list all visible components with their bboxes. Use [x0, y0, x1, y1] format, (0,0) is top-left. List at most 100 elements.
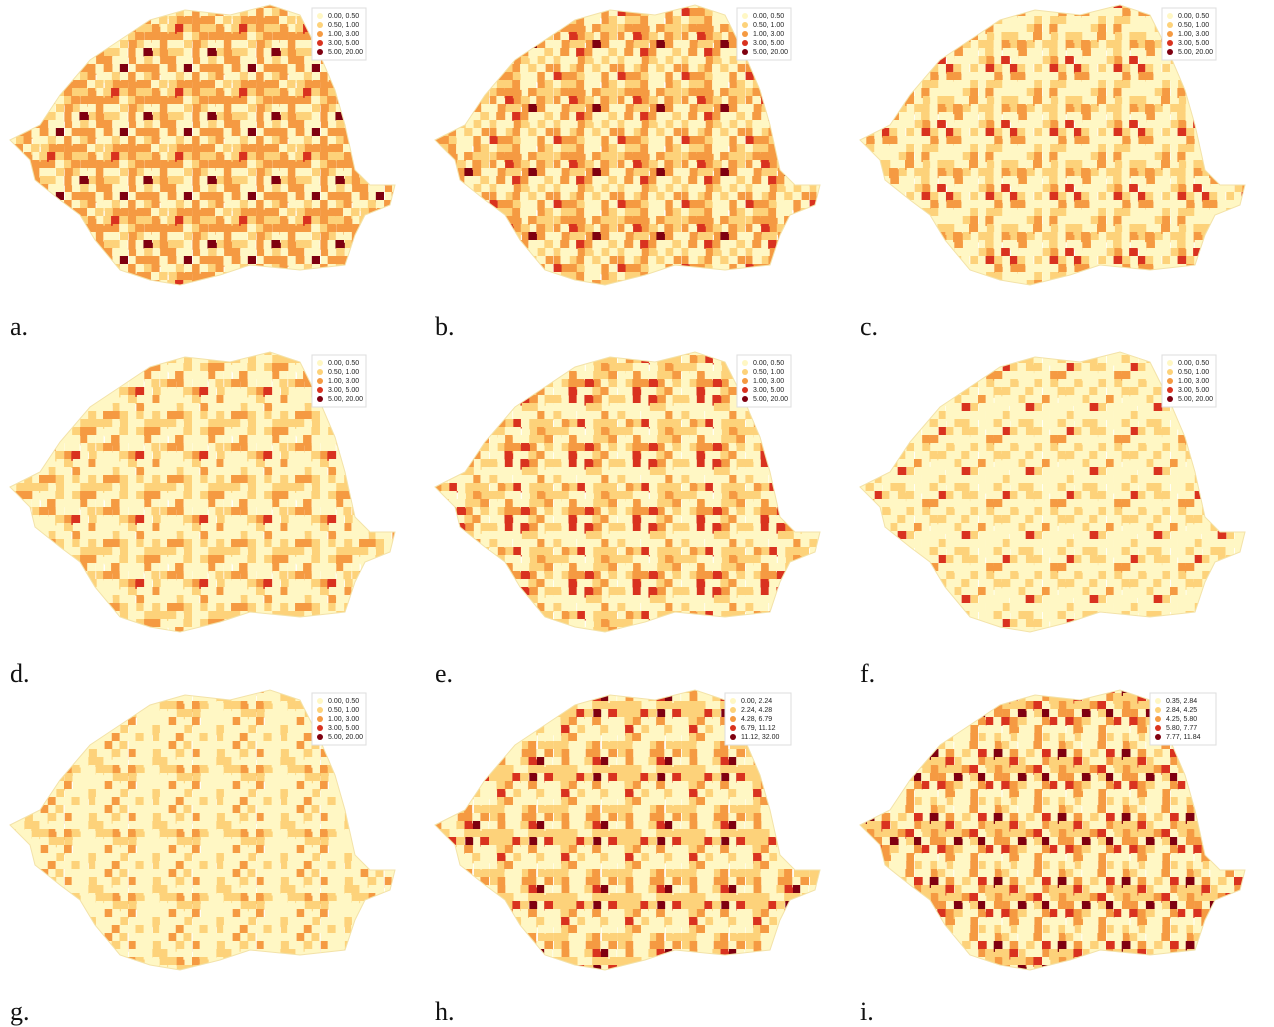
legend-label: 5.00, 20.00 [328, 734, 363, 741]
legend-label: 1.00, 3.00 [328, 31, 359, 38]
legend-marker [742, 22, 748, 28]
panel-label: h. [435, 997, 455, 1026]
legend-label: 3.00, 5.00 [753, 40, 784, 47]
legend-marker [1167, 360, 1173, 366]
legend-marker [317, 725, 323, 731]
legend-label: 1.00, 3.00 [753, 378, 784, 385]
legend-label: 0.50, 1.00 [1178, 369, 1209, 376]
panel: h.0.00, 2.242.24, 4.284.28, 6.796.79, 11… [435, 690, 820, 1026]
legend-label: 0.00, 0.50 [1178, 360, 1209, 367]
legend-label: 5.00, 20.00 [1178, 396, 1213, 403]
legend-label: 5.80, 7.77 [1166, 725, 1197, 732]
legend-marker [730, 734, 736, 740]
legend-label: 1.00, 3.00 [753, 31, 784, 38]
panel-label: b. [435, 312, 455, 341]
panel: d.0.00, 0.500.50, 1.001.00, 3.003.00, 5.… [10, 352, 395, 688]
legend: 0.00, 0.50 0.50, 1.00 1.00, 3.00 3.00, 5.00… [312, 8, 366, 60]
legend-label: 2.84, 4.25 [1166, 707, 1197, 714]
legend-label: 1.00, 3.00 [328, 378, 359, 385]
legend-marker [742, 13, 748, 19]
legend-marker [317, 22, 323, 28]
legend-label: 0.50, 1.00 [328, 369, 359, 376]
legend-label: 0.50, 1.00 [753, 22, 784, 29]
legend-label: 1.00, 3.00 [1178, 378, 1209, 385]
legend-label: 1.00, 3.00 [1178, 31, 1209, 38]
legend-marker [1155, 707, 1161, 713]
legend-marker [742, 396, 748, 402]
panel-label: e. [435, 659, 453, 688]
legend-marker [1167, 13, 1173, 19]
legend-marker [730, 707, 736, 713]
legend-label: 0.50, 1.00 [328, 22, 359, 29]
legend-marker [1167, 49, 1173, 55]
legend-marker [317, 40, 323, 46]
legend-label: 5.00, 20.00 [1178, 49, 1213, 56]
legend-label: 6.79, 11.12 [741, 725, 776, 732]
legend-marker [730, 716, 736, 722]
legend-label: 0.00, 0.50 [328, 13, 359, 20]
panel-label: g. [10, 997, 30, 1026]
panel-label: a. [10, 312, 28, 341]
legend-marker [742, 360, 748, 366]
legend-marker [742, 387, 748, 393]
legend-marker [742, 49, 748, 55]
legend-marker [742, 369, 748, 375]
panel-label: d. [10, 659, 30, 688]
legend-marker [317, 396, 323, 402]
legend: 0.00, 2.242.24, 4.284.28, 6.796.79, 11.1… [725, 693, 791, 745]
legend-label: 5.00, 20.00 [753, 396, 788, 403]
legend-label: 7.77, 11.84 [1166, 734, 1201, 741]
legend-label: 11.12, 32.00 [741, 734, 780, 741]
legend-label: 0.00, 0.50 [753, 13, 784, 20]
panel-label: c. [860, 312, 878, 341]
legend-label: 3.00, 5.00 [328, 387, 359, 394]
legend-label: 0.50, 1.00 [328, 707, 359, 714]
legend-label: 3.00, 5.00 [1178, 387, 1209, 394]
legend: 0.00, 0.500.50, 1.001.00, 3.003.00, 5.00… [312, 355, 366, 407]
legend-label: 0.50, 1.00 [1178, 22, 1209, 29]
legend-marker [1167, 378, 1173, 384]
legend-marker [742, 378, 748, 384]
panel: f. 0.00, 0.50 0.50, 1.00 1.00, 3.00 3.00, 5.… [860, 352, 1245, 688]
legend-marker [1155, 698, 1161, 704]
panel-label: f. [860, 659, 875, 688]
legend-marker [317, 378, 323, 384]
legend-marker [317, 13, 323, 19]
legend-label: 0.50, 1.00 [753, 369, 784, 376]
legend-label: 3.00, 5.00 [753, 387, 784, 394]
panel: b. 0.00, 0.50 0.50, 1.00 1.00, 3.00 3.00, 5.… [435, 5, 820, 341]
figure: a. 0.00, 0.50 0.50, 1.00 1.00, 3.00 3.00, 5.… [0, 0, 1274, 1027]
legend-label: 3.00, 5.00 [328, 725, 359, 732]
legend-label: 0.00, 0.50 [328, 698, 359, 705]
legend-label: 0.00, 0.50 [753, 360, 784, 367]
legend-marker [730, 725, 736, 731]
legend-label: 1.00, 3.00 [328, 716, 359, 723]
legend-marker [742, 31, 748, 37]
legend-marker [317, 698, 323, 704]
panel-label: i. [860, 997, 874, 1026]
legend-label: 0.00, 2.24 [741, 698, 772, 705]
legend-marker [1167, 22, 1173, 28]
legend-marker [317, 387, 323, 393]
legend-label: 2.24, 4.28 [741, 707, 772, 714]
legend: 0.35, 2.842.84, 4.254.25, 5.805.80, 7.77… [1150, 693, 1216, 745]
legend-marker [317, 360, 323, 366]
legend-marker [1167, 396, 1173, 402]
legend: 0.00, 0.50 0.50, 1.00 1.00, 3.00 3.00, 5.00… [1162, 355, 1216, 407]
legend-marker [1167, 369, 1173, 375]
legend-label: 5.00, 20.00 [328, 49, 363, 56]
panel: g. 0.00, 0.50 0.50, 1.00 1.00, 3.00 3.00, 5.… [10, 690, 395, 1026]
legend-label: 5.00, 20.00 [328, 396, 363, 403]
legend-label: 5.00, 20.00 [753, 49, 788, 56]
legend-label: 0.35, 2.84 [1166, 698, 1197, 705]
panel: a. 0.00, 0.50 0.50, 1.00 1.00, 3.00 3.00, 5.… [10, 5, 395, 341]
legend: 0.00, 0.50 0.50, 1.00 1.00, 3.00 3.00, 5.00… [737, 8, 791, 60]
legend-marker [742, 40, 748, 46]
legend-label: 0.00, 0.50 [1178, 13, 1209, 20]
legend-marker [317, 31, 323, 37]
legend-marker [317, 716, 323, 722]
legend: 0.00, 0.50 0.50, 1.00 1.00, 3.00 3.00, 5.00… [312, 693, 366, 745]
legend-label: 3.00, 5.00 [328, 40, 359, 47]
legend: 0.00, 0.50 0.50, 1.00 1.00, 3.00 3.00, 5.00… [737, 355, 791, 407]
panel: c.0.00, 0.500.50, 1.001.00, 3.003.00, 5.… [860, 5, 1245, 341]
